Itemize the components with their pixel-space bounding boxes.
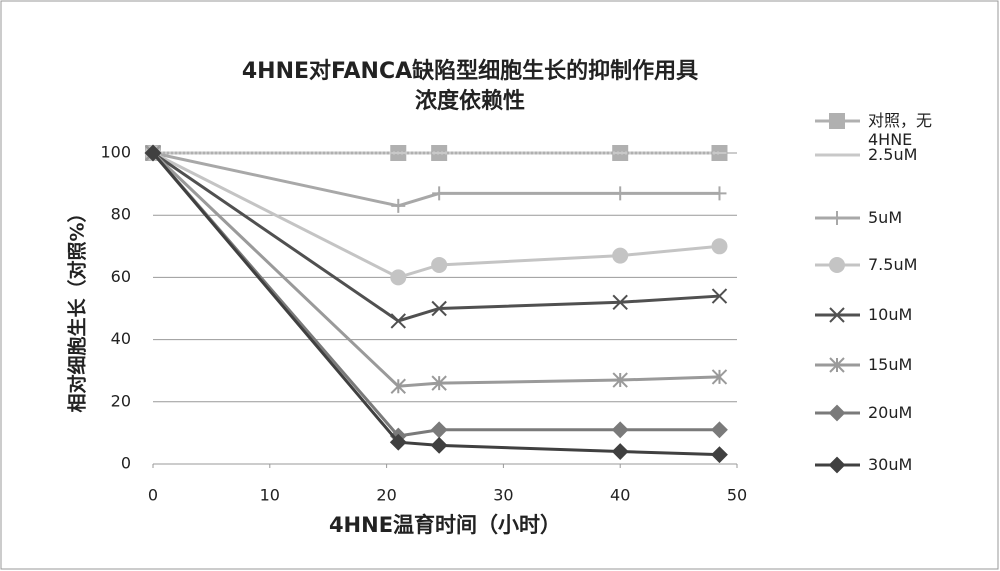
- legend-label: 20uM: [868, 403, 963, 422]
- y-tick-label: 60: [111, 267, 131, 286]
- legend-label: 5uM: [868, 208, 963, 227]
- legend-label: 10uM: [868, 305, 963, 324]
- marker: [830, 114, 844, 128]
- x-tick-label: 40: [610, 486, 630, 505]
- legend-label: 对照，无4HNE: [868, 111, 938, 149]
- legend-label: 7.5uM: [868, 255, 963, 274]
- legend-label: 2.5uM: [868, 145, 963, 164]
- marker: [830, 258, 844, 272]
- x-tick-label: 20: [376, 486, 396, 505]
- chart: 4HNE对FANCA缺陷型细胞生长的抑制作用具 浓度依赖性 4HNE温育时间（小…: [0, 0, 1000, 571]
- x-tick-label: 10: [260, 486, 280, 505]
- marker: [432, 258, 446, 272]
- x-axis-label: 4HNE温育时间（小时）: [329, 513, 561, 537]
- y-tick-label: 80: [111, 205, 131, 224]
- marker: [613, 249, 627, 263]
- x-tick-label: 0: [148, 486, 158, 505]
- legend-label: 30uM: [868, 455, 963, 474]
- y-tick-label: 100: [100, 143, 131, 162]
- marker: [712, 239, 726, 253]
- marker: [391, 270, 405, 284]
- y-tick-label: 20: [111, 391, 131, 410]
- chart-page: 4HNE对FANCA缺陷型细胞生长的抑制作用具 浓度依赖性 4HNE温育时间（小…: [0, 0, 1000, 571]
- x-tick-label: 30: [493, 486, 513, 505]
- y-tick-label: 40: [111, 329, 131, 348]
- y-tick-label: 0: [121, 454, 131, 473]
- chart-title: 浓度依赖性: [415, 88, 525, 114]
- y-axis-label: 相对细胞生长（对照%）: [66, 203, 89, 412]
- frame: [1, 1, 998, 569]
- x-tick-label: 50: [727, 486, 747, 505]
- legend-label: 15uM: [868, 355, 963, 374]
- chart-title: 4HNE对FANCA缺陷型细胞生长的抑制作用具: [242, 58, 698, 84]
